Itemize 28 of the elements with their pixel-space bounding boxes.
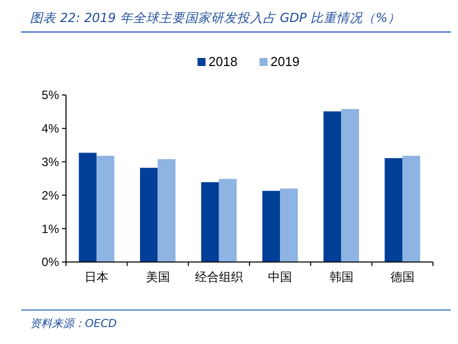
- x-tick-label: 日本: [84, 270, 109, 284]
- bar: [384, 158, 402, 262]
- x-tick-label: 经合组织: [194, 270, 243, 284]
- bar: [96, 156, 114, 262]
- bar: [218, 178, 237, 262]
- y-tick-label: 4%: [42, 122, 60, 136]
- y-tick-label: 0%: [42, 255, 60, 270]
- chart-title: 图表 22: 2019 年全球主要国家研发投入占 GDP 比重情况（%）: [30, 10, 401, 25]
- text: 资料来源：OECD: [30, 317, 117, 330]
- bar: [158, 159, 176, 262]
- bar: [341, 109, 359, 262]
- y-tick-label: 2%: [42, 188, 60, 202]
- bar: [262, 190, 280, 262]
- bar: [280, 188, 298, 262]
- bar: [402, 156, 420, 262]
- bar: [140, 168, 158, 262]
- x-tick-label: 中国: [268, 270, 292, 284]
- y-tick-label: 1%: [42, 222, 60, 236]
- y-tick-label: 5%: [42, 88, 60, 102]
- x-tick-label: 德国: [390, 270, 414, 284]
- y-tick-label: 3%: [42, 155, 60, 169]
- bar: [324, 111, 342, 262]
- legend-label: 2018: [208, 54, 238, 69]
- x-tick-label: 韩国: [329, 270, 354, 284]
- bar: [78, 152, 97, 262]
- legend-label: 2019: [270, 54, 300, 69]
- x-tick-label: 美国: [146, 270, 170, 284]
- bar: [201, 182, 219, 262]
